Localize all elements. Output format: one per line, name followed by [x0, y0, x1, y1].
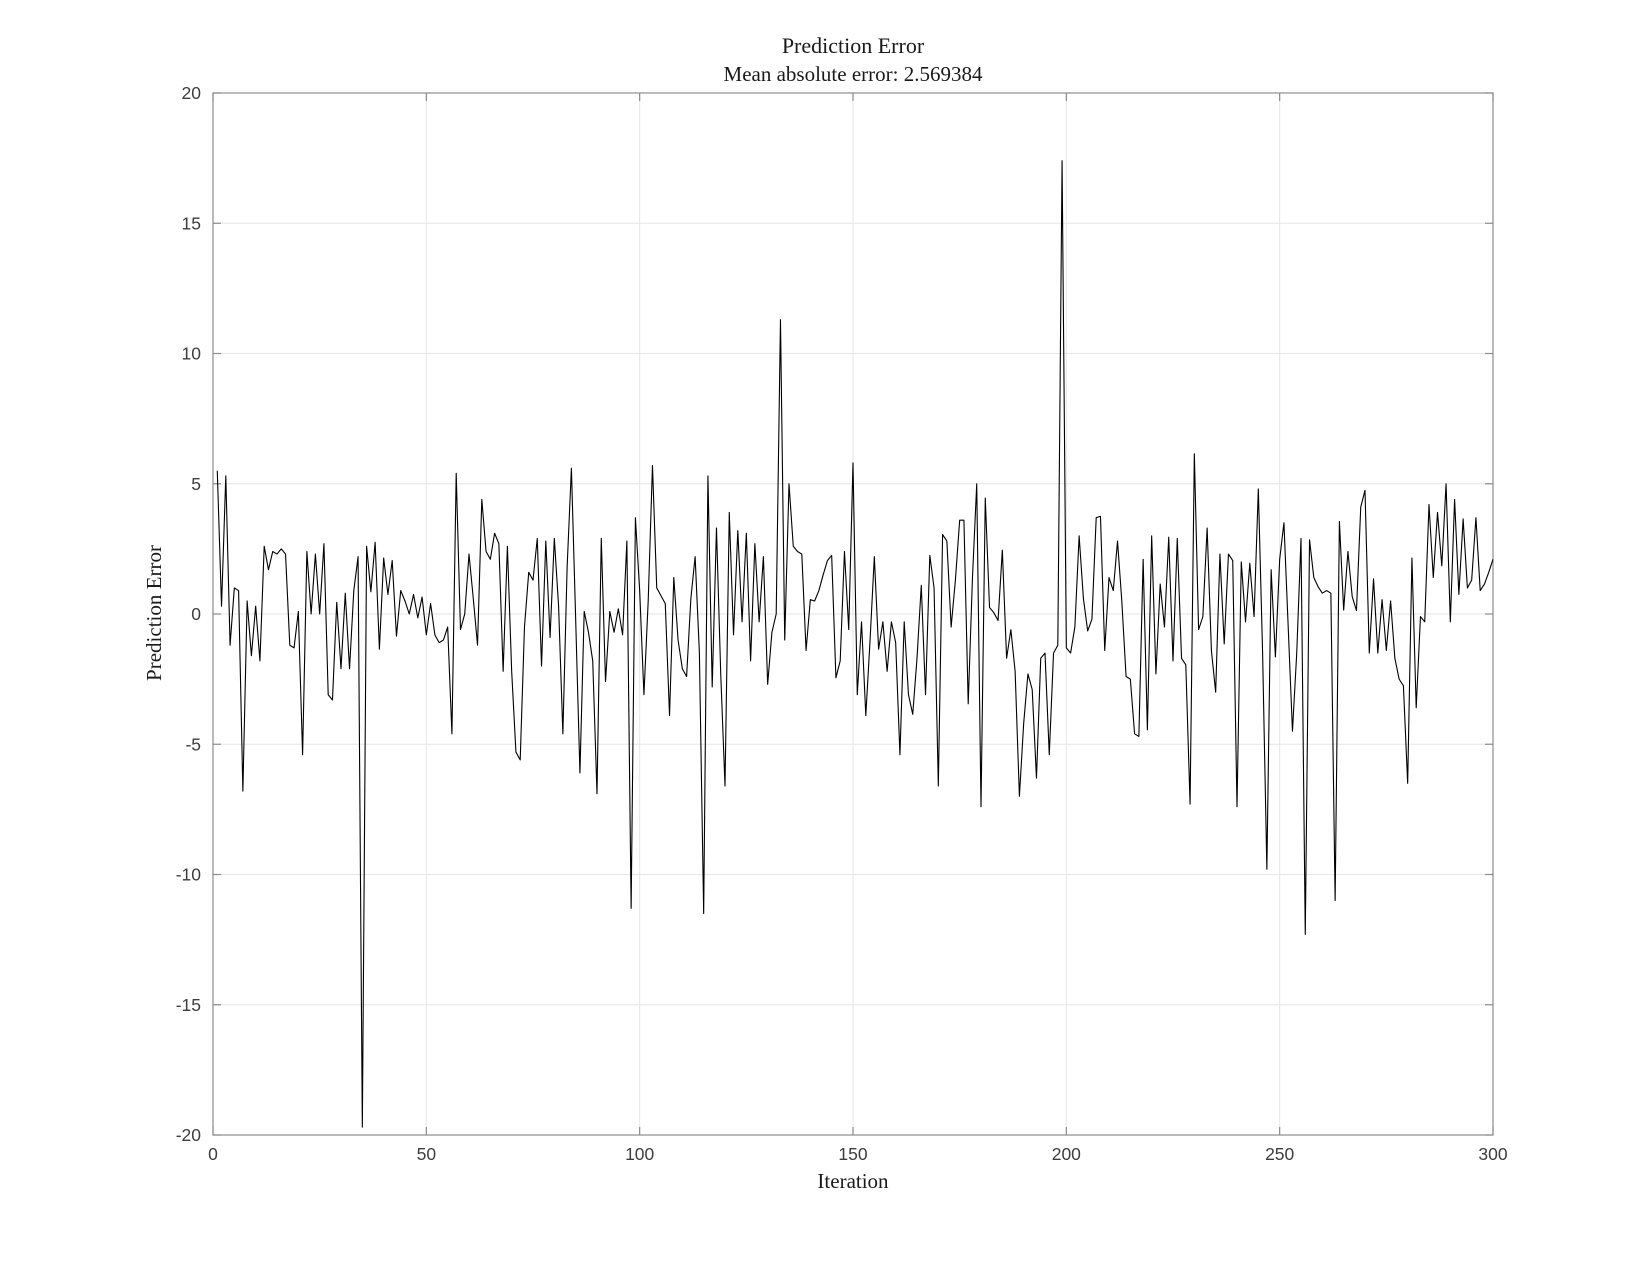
y-tick-label: -5 — [185, 734, 201, 754]
prediction-error-series — [216, 160, 1494, 1128]
x-tick-label: 300 — [1478, 1144, 1507, 1164]
chart-subtitle: Mean absolute error: 2.569384 — [723, 62, 983, 86]
y-tick-label: -10 — [176, 865, 202, 885]
x-tick-label: 100 — [625, 1144, 654, 1164]
x-tick-label: 0 — [208, 1144, 218, 1164]
y-tick-label: 5 — [191, 474, 201, 494]
x-axis-label: Iteration — [817, 1169, 889, 1193]
y-tick-label: 15 — [182, 213, 201, 233]
x-tick-label: 200 — [1052, 1144, 1081, 1164]
data-line — [216, 160, 1494, 1128]
tick-labels: 0 50 100 150 200 250 300 -20 -15 -10 -5 0 5 10 15 20 — [176, 83, 1508, 1164]
y-tick-label: 10 — [182, 344, 202, 364]
x-tick-label: 250 — [1265, 1144, 1294, 1164]
x-tick-label: 50 — [417, 1144, 437, 1164]
chart-title: Prediction Error — [781, 33, 925, 58]
axis-ticks — [212, 92, 1494, 1136]
grid-lines — [212, 92, 1494, 1136]
y-tick-label: 0 — [191, 604, 201, 624]
y-axis-label: Prediction Error — [142, 545, 166, 681]
x-tick-label: 150 — [838, 1144, 867, 1164]
y-tick-label: -15 — [176, 995, 201, 1015]
y-tick-label: 20 — [182, 83, 202, 103]
y-tick-label: -20 — [176, 1125, 202, 1145]
